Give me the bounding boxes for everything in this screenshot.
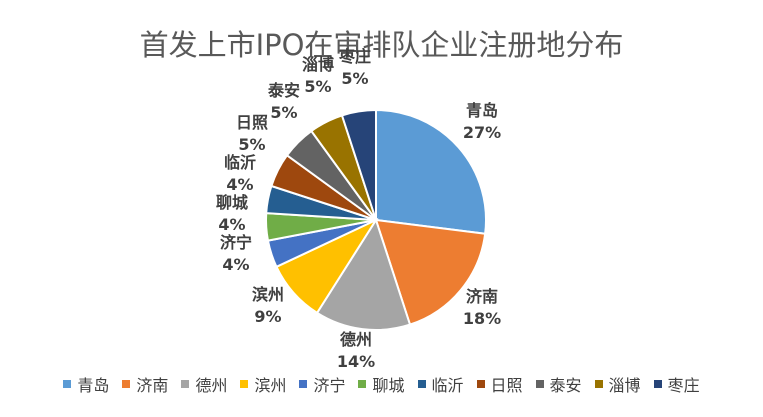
data-label-percent: 9% — [254, 307, 281, 326]
data-label-青岛: 青岛 27% — [463, 101, 501, 142]
legend-swatch — [653, 380, 662, 388]
data-label-category: 聊城 — [216, 193, 248, 212]
legend-swatch — [358, 380, 367, 388]
data-label-日照: 日照 5% — [236, 113, 268, 154]
data-label-percent: 5% — [304, 77, 331, 96]
pie-slice-济南 — [374, 218, 487, 326]
data-label-percent: 5% — [341, 69, 368, 88]
data-label-聊城: 聊城 4% — [216, 193, 248, 234]
legend-label: 泰安 — [549, 376, 582, 395]
legend-entry-日照: 日照 — [476, 372, 523, 396]
legend-entry-济宁: 济宁 — [299, 372, 345, 396]
legend-label: 济南 — [136, 376, 169, 395]
legend-swatch — [240, 380, 249, 388]
data-label-category: 滨州 — [252, 285, 284, 304]
data-label-category: 枣庄 — [338, 47, 371, 66]
legend-entry-枣庄: 枣庄 — [653, 372, 700, 396]
legend: 青岛 济南 德州 滨州 济宁 聊城 临沂 日照 泰安 淄博 枣庄 — [0, 372, 763, 396]
legend-label: 枣庄 — [667, 376, 700, 395]
legend-entry-滨州: 滨州 — [240, 372, 286, 396]
legend-entry-济南: 济南 — [122, 372, 168, 396]
data-label-percent: 4% — [222, 255, 249, 274]
legend-swatch — [476, 380, 485, 388]
data-label-percent: 5% — [238, 135, 265, 154]
legend-label: 聊城 — [372, 376, 405, 395]
data-label-category: 济南 — [466, 287, 498, 306]
data-label-percent: 4% — [218, 215, 245, 234]
legend-swatch — [181, 380, 190, 388]
data-label-category: 德州 — [340, 330, 372, 349]
data-label-category: 济宁 — [220, 233, 252, 252]
data-label-枣庄: 枣庄 5% — [338, 47, 371, 88]
legend-entry-泰安: 泰安 — [535, 372, 582, 396]
legend-swatch — [417, 380, 426, 388]
legend-swatch — [299, 380, 308, 388]
data-labels: 青岛 27%济南 18%德州 14%滨州 9%济宁 4%聊城 4%临沂 4%日照 5%泰安 5%淄… — [216, 47, 501, 371]
data-label-percent: 18% — [463, 309, 501, 328]
legend-label: 淄博 — [608, 376, 641, 395]
pie-slice-枣庄 — [340, 108, 377, 221]
legend-swatch — [535, 380, 544, 388]
data-label-category: 青岛 — [466, 101, 498, 120]
data-label-category: 泰安 — [267, 81, 300, 100]
legend-entry-德州: 德州 — [181, 372, 227, 396]
data-label-category: 日照 — [236, 113, 268, 132]
data-label-category: 临沂 — [224, 153, 256, 172]
legend-entry-淄博: 淄博 — [594, 372, 641, 396]
legend-label: 德州 — [195, 376, 228, 395]
data-label-滨州: 滨州 9% — [252, 285, 284, 326]
data-label-济宁: 济宁 4% — [220, 233, 252, 274]
legend-entry-聊城: 聊城 — [358, 372, 405, 396]
data-label-percent: 5% — [270, 103, 297, 122]
legend-label: 日照 — [490, 376, 523, 395]
legend-label: 滨州 — [254, 376, 287, 395]
data-label-淄博: 淄博 5% — [302, 55, 334, 96]
data-label-德州: 德州 14% — [337, 330, 375, 371]
legend-label: 济宁 — [313, 376, 346, 395]
legend-label: 临沂 — [431, 376, 464, 395]
data-label-临沂: 临沂 4% — [224, 153, 256, 194]
data-label-泰安: 泰安 5% — [267, 81, 300, 122]
legend-swatch — [594, 380, 603, 388]
legend-entry-临沂: 临沂 — [417, 372, 464, 396]
pie-slice-德州 — [315, 217, 412, 331]
chart-title: 首发上市IPO在审排队企业注册地分布 — [139, 28, 624, 62]
data-label-济南: 济南 18% — [463, 287, 501, 328]
pie-slice-青岛 — [375, 108, 487, 235]
pie-slices — [265, 108, 487, 331]
data-label-percent: 27% — [463, 123, 501, 142]
legend-swatch — [122, 380, 131, 388]
data-label-percent: 14% — [337, 352, 375, 371]
legend-swatch — [63, 380, 72, 388]
legend-entry-青岛: 青岛 — [63, 372, 109, 396]
data-label-percent: 4% — [226, 175, 253, 194]
legend-label: 青岛 — [77, 376, 110, 395]
data-label-category: 淄博 — [302, 55, 334, 74]
